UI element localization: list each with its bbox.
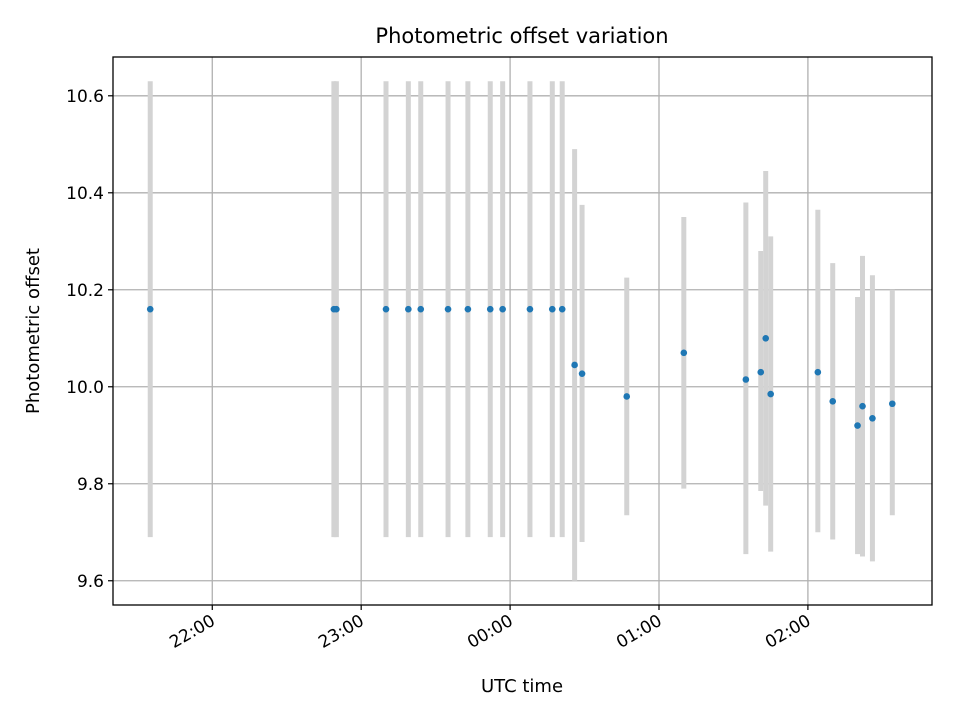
x-tick-label: 00:00 bbox=[464, 611, 516, 653]
data-point bbox=[578, 370, 586, 377]
x-axis-label: UTC time bbox=[481, 676, 563, 697]
error-bars bbox=[147, 81, 895, 581]
x-tick-label: 02:00 bbox=[762, 611, 814, 653]
y-tick-label: 10.2 bbox=[66, 281, 104, 301]
data-point bbox=[486, 305, 494, 313]
data-point bbox=[526, 305, 534, 313]
data-point bbox=[333, 305, 340, 313]
data-point bbox=[767, 390, 774, 398]
data-point bbox=[757, 368, 765, 376]
data-point bbox=[680, 349, 688, 357]
x-tick-label: 01:00 bbox=[613, 611, 665, 653]
data-points bbox=[146, 305, 896, 429]
data-point bbox=[558, 305, 566, 313]
chart-title: Photometric offset variation bbox=[375, 24, 668, 48]
data-point bbox=[829, 398, 837, 405]
data-point bbox=[762, 334, 770, 342]
data-point bbox=[417, 305, 425, 313]
data-point bbox=[571, 361, 578, 369]
data-point bbox=[548, 305, 556, 313]
plot-frame bbox=[112, 56, 933, 606]
data-point bbox=[146, 305, 154, 313]
axis-ticks: 9.6 9.8 10.0 10.2 10.4 10.6 22:00 23:00 00:00 01:… bbox=[66, 87, 814, 653]
data-point bbox=[623, 393, 631, 400]
data-point bbox=[859, 402, 866, 410]
data-point bbox=[382, 305, 390, 313]
data-point bbox=[854, 422, 861, 429]
data-point bbox=[869, 414, 876, 422]
data-point bbox=[499, 305, 506, 313]
data-point bbox=[464, 305, 472, 313]
y-tick-label: 10.6 bbox=[66, 87, 104, 107]
x-tick-label: 22:00 bbox=[166, 611, 218, 653]
y-tick-label: 9.6 bbox=[77, 572, 104, 592]
grid bbox=[113, 57, 932, 605]
data-point bbox=[888, 400, 896, 408]
y-axis-label: Photometric offset bbox=[23, 248, 44, 414]
data-point bbox=[814, 368, 822, 376]
y-tick-label: 9.8 bbox=[77, 475, 104, 495]
data-point bbox=[444, 305, 452, 313]
data-point bbox=[742, 376, 750, 383]
x-tick-label: 23:00 bbox=[315, 611, 367, 653]
y-tick-label: 10.4 bbox=[66, 184, 104, 204]
y-tick-label: 10.0 bbox=[66, 378, 104, 398]
data-point bbox=[405, 305, 412, 313]
